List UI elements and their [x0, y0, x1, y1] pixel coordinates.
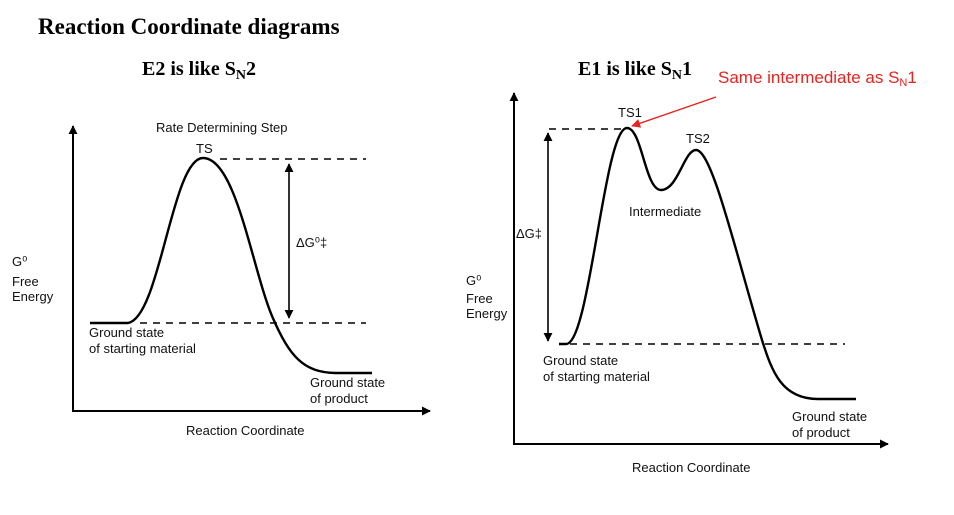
- e1-diagram: TS1 TS2 Intermediate ΔG‡ G⁰ Free Energy …: [466, 92, 889, 475]
- callout-sub: N: [899, 77, 908, 89]
- e2-delta-g-label: ΔG⁰‡: [296, 235, 327, 250]
- e1-ts2-label: TS2: [686, 131, 710, 146]
- callout-note: Same intermediate as SN1: [718, 68, 917, 89]
- e1-y-axis-label-1: G⁰: [466, 273, 481, 288]
- e2-title-main: E2 is like S: [142, 58, 236, 80]
- e2-diagram: Rate Determining Step TS ΔG⁰‡ G⁰ Free En…: [12, 120, 431, 438]
- e1-ts1-label: TS1: [618, 105, 642, 120]
- e1-y-axis-label-3: Energy: [466, 306, 508, 321]
- e1-intermediate-label: Intermediate: [629, 204, 701, 219]
- e1-ground-start-label-2: of starting material: [543, 369, 650, 384]
- e1-y-axis-label-2: Free: [466, 291, 493, 306]
- e2-y-axis-label-3: Energy: [12, 289, 54, 304]
- callout-text: Same intermediate as S: [718, 68, 900, 87]
- callout-tail: 1: [907, 68, 917, 87]
- e2-x-axis-label: Reaction Coordinate: [186, 423, 305, 438]
- e1-ground-start-label-1: Ground state: [543, 353, 618, 368]
- e1-title-tail: 1: [682, 58, 693, 80]
- e2-panel-title: E2 is like SN2: [142, 58, 256, 84]
- e1-title-sub: N: [671, 68, 683, 83]
- e1-ground-product-label-1: Ground state: [792, 409, 867, 424]
- e1-panel-title: E1 is like SN1: [578, 58, 692, 84]
- e2-y-axis-label-2: Free: [12, 274, 39, 289]
- e2-rate-determining-label: Rate Determining Step: [156, 120, 288, 135]
- callout-arrow: [631, 96, 717, 128]
- e2-title-sub: N: [235, 68, 247, 83]
- e2-ts-label: TS: [196, 141, 213, 156]
- page-title: Reaction Coordinate diagrams: [38, 14, 340, 39]
- e1-x-axis-label: Reaction Coordinate: [632, 460, 751, 475]
- e1-ground-product-label-2: of product: [792, 425, 850, 440]
- e1-energy-curve: [559, 126, 856, 401]
- e2-ground-start-label-1: Ground state: [89, 325, 164, 340]
- e2-ground-product-label-1: Ground state: [310, 375, 385, 390]
- e2-ground-product-label-2: of product: [310, 391, 368, 406]
- e2-energy-curve: [90, 156, 372, 375]
- e1-title-main: E1 is like S: [578, 58, 672, 80]
- e2-title-tail: 2: [246, 58, 257, 80]
- e1-delta-g-label: ΔG‡: [516, 226, 542, 241]
- e2-y-axis-label-1: G⁰: [12, 254, 27, 269]
- e2-ground-start-label-2: of starting material: [89, 341, 196, 356]
